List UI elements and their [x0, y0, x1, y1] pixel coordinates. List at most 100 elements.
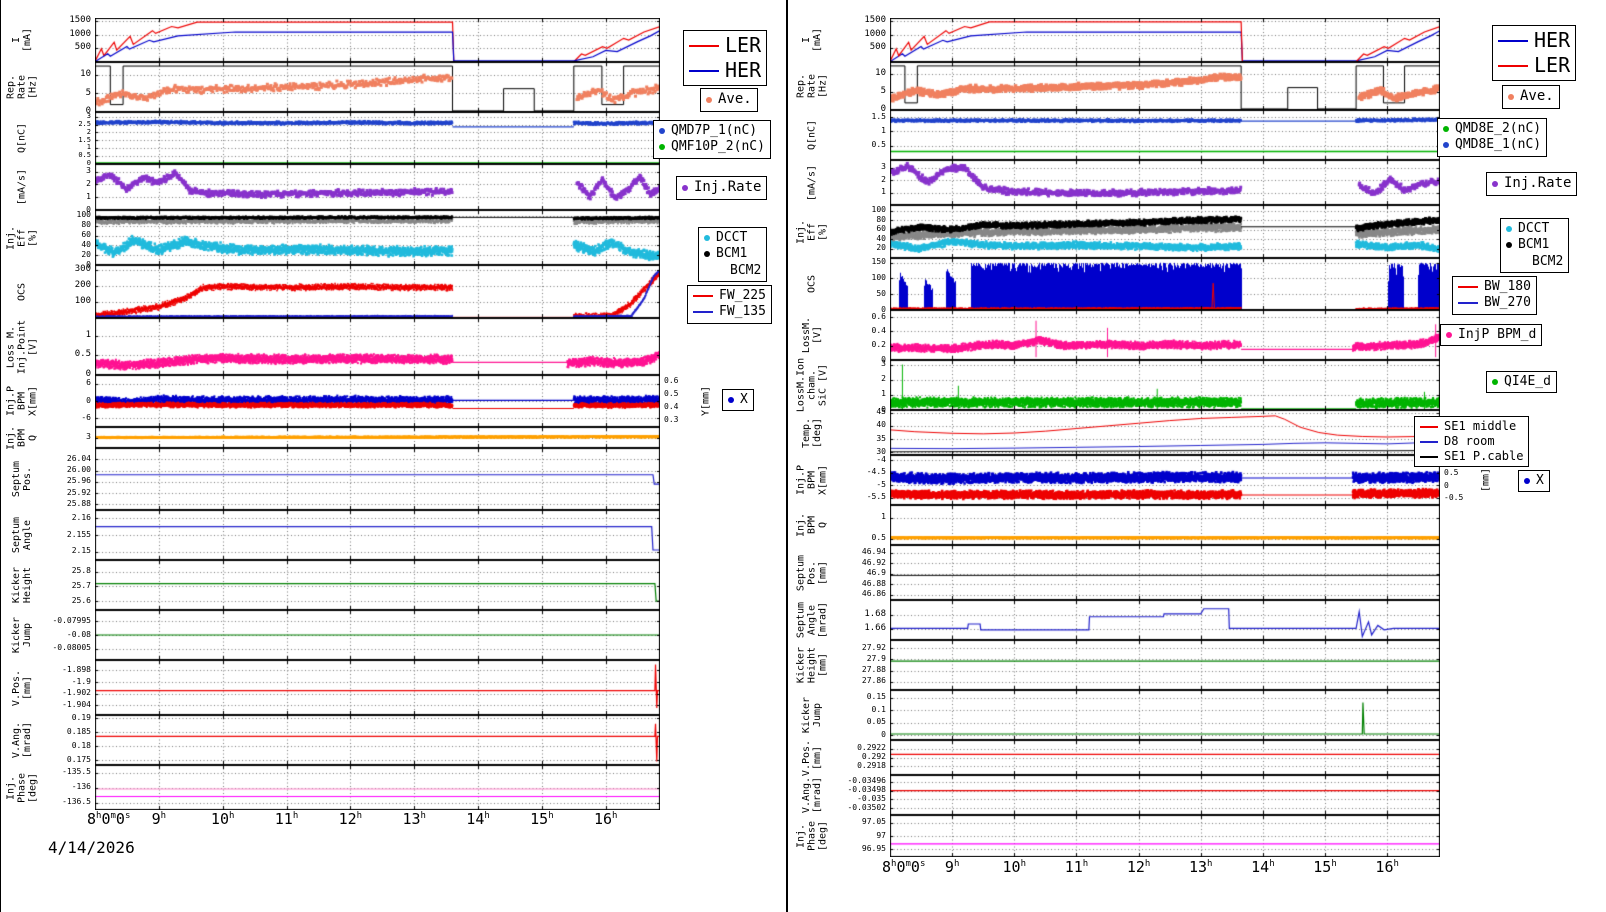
- ytick-kickh: 25.7: [71, 581, 91, 590]
- ylabel-kickh: Kicker Height [mm]: [795, 646, 829, 684]
- legend-her-panel-0: HER LER: [1492, 25, 1577, 81]
- ytick-septang: 1.66: [864, 623, 886, 633]
- ytick-phase: 97.05: [861, 817, 886, 826]
- xtick-10h: 10h: [1002, 858, 1027, 876]
- plot-canvas-vang: [95, 715, 660, 765]
- plot-kickj: [890, 690, 1440, 740]
- legend-entry: QMF10P_2(nC): [659, 139, 765, 155]
- plot-canvas-vpos: [95, 660, 660, 715]
- ytick-sic: 0: [881, 405, 886, 414]
- xtick-9h: 9h: [151, 810, 167, 828]
- ytick-phase: -135.5: [62, 767, 91, 776]
- ytick-vang: -0.03496: [847, 776, 886, 785]
- legend-dot-marker: [1524, 478, 1530, 485]
- legend-entry: QMD8E_2(nC): [1443, 121, 1541, 137]
- legend-dot-marker: [1506, 226, 1512, 233]
- legend-entry: Ave.: [706, 91, 752, 109]
- plot-charge: [890, 110, 1440, 160]
- ytick-vang: 0.18: [71, 741, 91, 750]
- ytick-current: 500: [869, 42, 886, 52]
- legend-ler-panel-3: Inj.Rate: [676, 176, 768, 200]
- legend-dot-marker: [1443, 126, 1449, 133]
- ylabel-eff: Inj. Eff [%]: [795, 219, 829, 244]
- legend-label: HER: [1534, 28, 1571, 52]
- xtick-16h: 16h: [593, 810, 618, 828]
- legend-label: Inj.Rate: [694, 179, 762, 195]
- plot-current: [890, 18, 1440, 62]
- legend-her-panel-6: InjP BPM_d: [1440, 324, 1543, 347]
- ylabel-vpos: V.Pos. [mm]: [801, 739, 823, 776]
- ylabel-septang: Septum Angle: [11, 516, 33, 554]
- ytick-reprate: 5: [85, 88, 91, 98]
- ylabel-phase: Inj. Phase [deg]: [5, 772, 39, 803]
- plot-canvas-injrate: [890, 160, 1440, 205]
- ytick-right-bpmx: -0.5: [1444, 493, 1464, 502]
- legend-ler-panel-4: DCCT BCM1 BCM2: [698, 227, 768, 282]
- legend-label: QMF10P_2(nC): [671, 139, 765, 155]
- legend-her-panel-2: QMD8E_2(nC) QMD8E_1(nC): [1437, 118, 1548, 157]
- legend-ler-panel-1: Ave.: [700, 88, 758, 112]
- legend-her-panel-5: BW_180 BW_270: [1452, 276, 1537, 315]
- ytick-right-bpmx: 0.5: [1444, 468, 1459, 477]
- ytick-eff: 60: [876, 224, 886, 233]
- ytick-bpmx: -5.5: [866, 492, 886, 501]
- ytick-bpmx: -5: [876, 480, 886, 489]
- plot-canvas-septang: [95, 510, 660, 560]
- ylabel-ocs: OCS: [16, 282, 28, 301]
- plot-injrate: [890, 160, 1440, 205]
- ytick-temp: 30: [876, 447, 886, 456]
- legend-line-marker: [693, 311, 713, 314]
- ytick-ocs: 150: [871, 257, 886, 266]
- legend-entry: LER: [689, 33, 761, 58]
- ytick-kickh: 27.9: [866, 654, 886, 663]
- ytick-lossm: 0: [881, 355, 886, 364]
- ylabel-septpos: Septum Pos.: [11, 460, 33, 498]
- legend-her-panel-4: DCCT BCM1 BCM2: [1500, 218, 1570, 273]
- ytick-kickh: 27.92: [861, 643, 886, 652]
- legend-dot-marker: [1508, 93, 1514, 100]
- xtick-13h: 13h: [402, 810, 426, 828]
- ytick-bpmx: -6: [81, 413, 91, 422]
- plot-septang: [95, 510, 660, 560]
- panel-divider: [786, 0, 788, 912]
- ytick-lossm: 0.5: [74, 349, 91, 359]
- legend-label: D8 room: [1444, 434, 1495, 448]
- plot-temp: [890, 410, 1440, 455]
- ylabel-right-bpmx: [mm]: [1480, 467, 1492, 493]
- ytick-septang: 2.155: [66, 530, 91, 539]
- plot-vpos: [890, 740, 1440, 775]
- legend-label: QMD7P_1(nC): [671, 123, 758, 138]
- ylabel-vpos: V.Pos. [mm]: [11, 669, 33, 706]
- legend-label: Ave.: [718, 91, 752, 107]
- legend-entry: DCCT: [1506, 221, 1563, 237]
- legend-line-marker: [689, 44, 719, 47]
- xtick-11h: 11h: [274, 810, 299, 828]
- ytick-vpos: -1.898: [62, 665, 91, 674]
- ytick-lossm: 0.6: [871, 312, 886, 321]
- plot-canvas-kickj: [95, 610, 660, 660]
- plot-bpmq: [890, 505, 1440, 545]
- ylabel-eff: Inj. Eff [%]: [5, 225, 39, 250]
- legend-entry: HER: [1498, 28, 1570, 53]
- legend-ler-panel-0: LER HER: [683, 30, 768, 86]
- legend-her-panel-7: QI4E_d: [1486, 371, 1557, 394]
- ytick-lossm: 0.4: [871, 326, 886, 335]
- ytick-bpmx: 0: [86, 396, 91, 405]
- xtick-15h: 15h: [530, 810, 554, 828]
- ytick-charge: 2: [86, 128, 91, 136]
- ytick-septang: 2.16: [71, 513, 91, 522]
- legend-dot-marker: [728, 397, 734, 404]
- ytick-septpos: 46.9: [866, 568, 886, 577]
- ytick-eff: 100: [871, 205, 886, 214]
- legend-entry: BCM1: [704, 246, 761, 262]
- ytick-ocs: 300: [74, 264, 91, 274]
- legend-dot-marker: [1446, 332, 1452, 339]
- plot-canvas-bpmq: [95, 427, 660, 448]
- legend-dot-marker: [1492, 180, 1498, 187]
- legend-label: BW_270: [1484, 295, 1531, 311]
- ytick-right-bpmx: 0.5: [664, 389, 679, 398]
- plot-vang: [890, 775, 1440, 815]
- ylabel-current: I [mA]: [801, 27, 823, 53]
- ytick-charge: 1: [86, 143, 91, 151]
- legend-label: FW_135: [719, 304, 766, 320]
